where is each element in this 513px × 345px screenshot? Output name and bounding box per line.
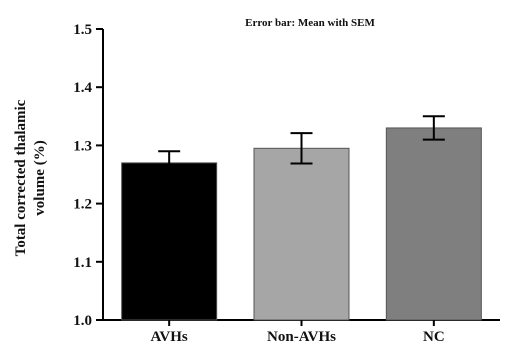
bar-avhs: [121, 162, 218, 321]
y-tick-label: 1.5: [73, 22, 92, 38]
y-tick-label: 1.0: [73, 313, 92, 329]
y-tick-label: 1.3: [73, 138, 92, 154]
x-tick-label: NC: [423, 329, 445, 345]
bar-nc: [385, 127, 482, 321]
y-axis-label: Total corrected thalamic volume (%): [13, 99, 48, 256]
chart-annotation: Error bar: Mean with SEM: [245, 17, 375, 29]
y-axis-label-line2: volume (%): [32, 140, 48, 215]
x-tick-label: AVHs: [151, 329, 188, 345]
y-tick-label: 1.4: [73, 80, 92, 96]
y-tick-label: 1.2: [73, 197, 92, 213]
y-tick-label: 1.1: [73, 255, 92, 271]
plot-area: 1.0 1.1 1.2 1.3 1.4 1.5 AVHs Non-AVHs NC: [73, 22, 500, 345]
bar-non-avhs: [253, 147, 350, 321]
y-axis-label-line1: Total corrected thalamic: [13, 99, 29, 256]
x-tick-label: Non-AVHs: [267, 329, 336, 345]
